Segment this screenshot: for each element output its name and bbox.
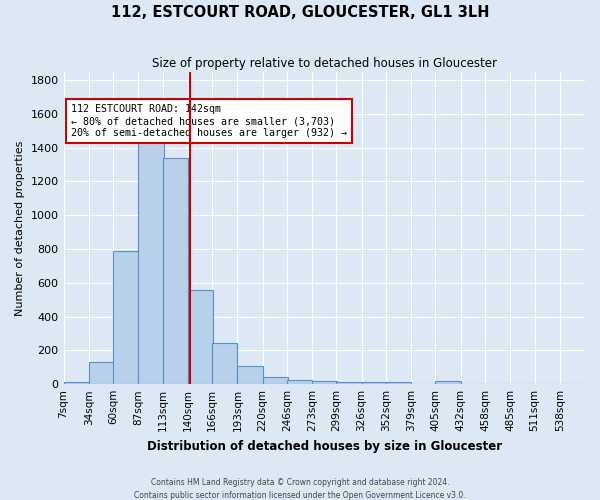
Bar — [362, 382, 387, 384]
Text: 112 ESTCOURT ROAD: 142sqm
← 80% of detached houses are smaller (3,703)
20% of se: 112 ESTCOURT ROAD: 142sqm ← 80% of detac… — [71, 104, 347, 138]
Bar — [188, 290, 213, 384]
Text: Contains HM Land Registry data © Crown copyright and database right 2024.
Contai: Contains HM Land Registry data © Crown c… — [134, 478, 466, 500]
Bar — [263, 377, 288, 384]
Text: 112, ESTCOURT ROAD, GLOUCESTER, GL1 3LH: 112, ESTCOURT ROAD, GLOUCESTER, GL1 3LH — [111, 5, 489, 20]
Bar — [139, 139, 164, 384]
Bar — [312, 381, 337, 384]
Bar — [238, 366, 263, 384]
Bar — [287, 380, 312, 384]
Bar — [113, 250, 139, 384]
Bar — [212, 343, 238, 384]
Bar — [163, 158, 188, 384]
Bar — [89, 362, 114, 384]
Title: Size of property relative to detached houses in Gloucester: Size of property relative to detached ho… — [152, 58, 497, 70]
Bar — [386, 382, 411, 384]
Bar — [436, 381, 461, 384]
Bar — [337, 382, 362, 384]
Bar — [64, 382, 89, 384]
Y-axis label: Number of detached properties: Number of detached properties — [15, 140, 25, 316]
X-axis label: Distribution of detached houses by size in Gloucester: Distribution of detached houses by size … — [147, 440, 502, 452]
